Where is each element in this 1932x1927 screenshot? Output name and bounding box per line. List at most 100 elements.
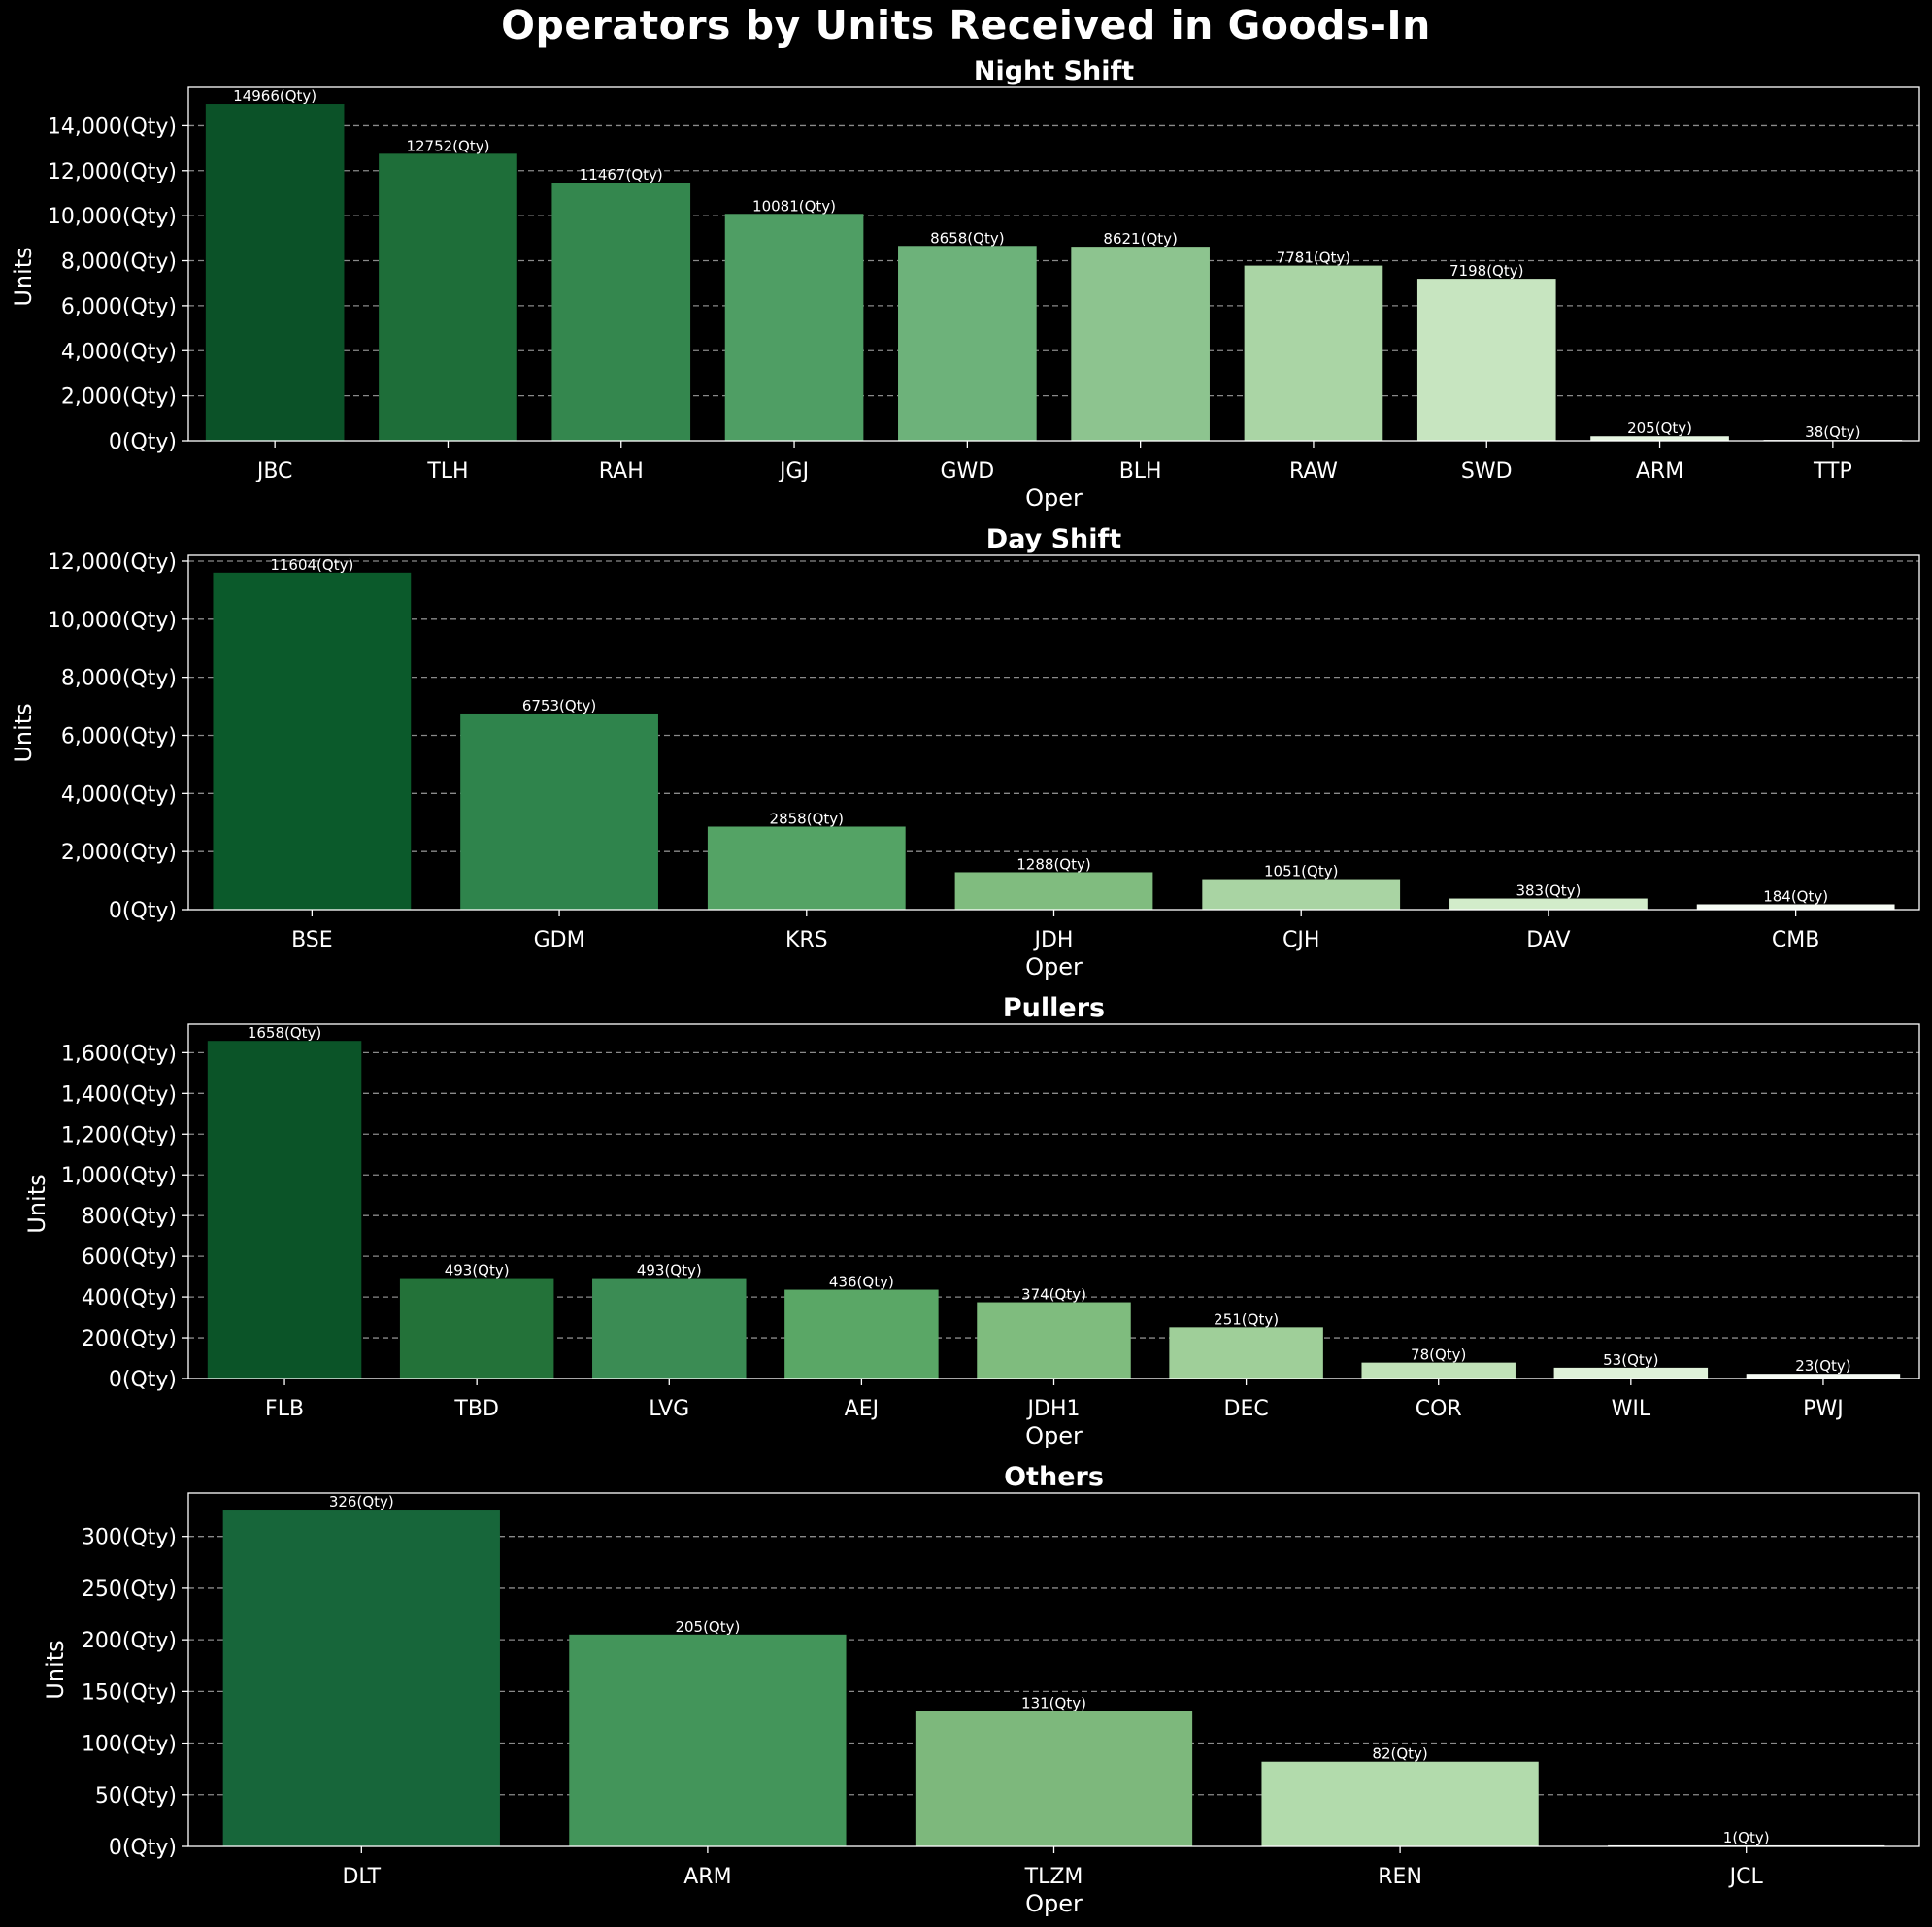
- y-tick-label: 300(Qty): [82, 1526, 177, 1550]
- y-tick-label: 14,000(Qty): [48, 115, 177, 139]
- y-tick-label: 1,000(Qty): [61, 1164, 177, 1188]
- bar-dlt: [222, 1510, 500, 1846]
- bar-blh: [1071, 247, 1210, 441]
- x-tick-label: JDH: [1033, 928, 1074, 952]
- data-label: 383(Qty): [1516, 882, 1581, 900]
- x-tick-label: BLH: [1119, 459, 1162, 483]
- y-tick-label: 4,000(Qty): [61, 340, 177, 364]
- y-tick-label: 4,000(Qty): [61, 782, 177, 807]
- y-tick-label: 6,000(Qty): [61, 295, 177, 319]
- y-tick-label: 0(Qty): [109, 1368, 177, 1392]
- bar-dav: [1449, 898, 1648, 910]
- y-tick-label: 8,000(Qty): [61, 667, 177, 691]
- y-tick-label: 150(Qty): [82, 1680, 177, 1705]
- data-label: 1051(Qty): [1264, 863, 1338, 880]
- bar-aej: [784, 1289, 939, 1379]
- y-tick-label: 50(Qty): [95, 1784, 177, 1809]
- data-label: 8621(Qty): [1103, 230, 1177, 248]
- x-tick-label: AEJ: [845, 1397, 879, 1421]
- data-label: 11604(Qty): [270, 556, 353, 574]
- y-tick-label: 0(Qty): [109, 899, 177, 923]
- data-label: 38(Qty): [1805, 423, 1860, 441]
- y-tick-label: 0(Qty): [109, 430, 177, 454]
- y-tick-label: 1,600(Qty): [61, 1042, 177, 1066]
- x-tick-label: RAW: [1289, 459, 1338, 483]
- data-label: 14966(Qty): [233, 87, 316, 105]
- bar-cjh: [1202, 879, 1401, 910]
- y-tick-label: 100(Qty): [82, 1733, 177, 1757]
- x-tick-label: BSE: [291, 928, 333, 952]
- data-label: 8658(Qty): [930, 229, 1004, 247]
- subplot-title: Others: [1004, 1462, 1104, 1492]
- subplot-day-shift: Day Shift 0(Qty) 2,000(Qty) 4,000(Qty) 6,000…: [10, 524, 1920, 980]
- x-tick-label: TLZM: [1024, 1865, 1083, 1889]
- y-tick-label: 1,200(Qty): [61, 1123, 177, 1147]
- x-tick-label: ARM: [1636, 459, 1683, 483]
- x-tick-label: CJH: [1282, 928, 1319, 952]
- y-tick-label: 600(Qty): [82, 1246, 177, 1270]
- x-tick-label: JGJ: [778, 459, 809, 483]
- x-tick-label: GDM: [534, 928, 585, 952]
- bar-jbc: [205, 104, 345, 441]
- x-tick-label: CMB: [1772, 928, 1819, 952]
- data-label: 10081(Qty): [752, 197, 836, 215]
- y-tick-label: 2,000(Qty): [61, 841, 177, 865]
- bar-krs: [707, 826, 906, 910]
- bar-rah: [551, 183, 691, 442]
- y-tick-label: 0(Qty): [109, 1836, 177, 1860]
- bar-flb: [207, 1041, 362, 1379]
- bar-cor: [1361, 1362, 1516, 1379]
- bar-swd: [1416, 279, 1556, 441]
- x-axis-label: Oper: [1025, 1422, 1083, 1449]
- data-label: 374(Qty): [1021, 1286, 1086, 1304]
- x-tick-label: TTP: [1813, 459, 1852, 483]
- y-tick-label: 2,000(Qty): [61, 385, 177, 410]
- y-tick-label: 200(Qty): [82, 1327, 177, 1351]
- y-axis-label: Units: [23, 1174, 50, 1233]
- x-tick-label: REN: [1378, 1865, 1422, 1889]
- bar-jdh1: [977, 1302, 1131, 1379]
- x-tick-label: COR: [1416, 1397, 1462, 1421]
- y-tick-label: 8,000(Qty): [61, 250, 177, 275]
- x-tick-label: GWD: [940, 459, 994, 483]
- plot-frame: [187, 1492, 1920, 1847]
- x-tick-label: JBC: [255, 459, 293, 483]
- bar-arm: [1590, 436, 1729, 441]
- y-tick-label: 12,000(Qty): [48, 550, 177, 575]
- subplot-title: Night Shift: [974, 56, 1134, 86]
- x-tick-label: KRS: [785, 928, 828, 952]
- data-label: 7781(Qty): [1277, 249, 1350, 267]
- plot-frame: [187, 554, 1920, 911]
- subplot-title: Day Shift: [986, 524, 1121, 554]
- x-axis-label: Oper: [1025, 953, 1083, 980]
- bar-gdm: [460, 713, 658, 910]
- x-tick-label: JCL: [1728, 1865, 1764, 1889]
- x-axis-label: Oper: [1025, 1890, 1083, 1917]
- subplot-night-shift: Night Shift 0(Qty) 2,000(Qty) 4,000(Qty) 6,0…: [10, 56, 1920, 512]
- data-label: 7198(Qty): [1449, 262, 1523, 280]
- x-tick-label: SWD: [1461, 459, 1513, 483]
- data-label: 184(Qty): [1763, 887, 1828, 905]
- bar-jdh: [954, 872, 1153, 910]
- y-tick-label: 250(Qty): [82, 1578, 177, 1602]
- bar-tbd: [399, 1278, 554, 1379]
- bar-raw: [1244, 265, 1383, 441]
- x-axis-label: Oper: [1025, 484, 1083, 512]
- bar-jgj: [724, 214, 864, 441]
- data-label: 1288(Qty): [1016, 855, 1090, 873]
- data-label: 493(Qty): [637, 1262, 702, 1279]
- bar-cmb: [1696, 904, 1895, 910]
- y-axis-label: Units: [10, 703, 37, 762]
- bar-arm: [569, 1634, 847, 1846]
- x-tick-label: FLB: [265, 1397, 304, 1421]
- data-label: 78(Qty): [1411, 1346, 1466, 1364]
- bar-dec: [1169, 1327, 1323, 1379]
- subplot-title: Pullers: [1003, 993, 1105, 1023]
- data-label: 1(Qty): [1723, 1829, 1770, 1846]
- y-tick-label: 10,000(Qty): [48, 205, 177, 229]
- x-tick-label: LVG: [649, 1397, 689, 1421]
- data-label: 23(Qty): [1795, 1357, 1850, 1375]
- y-tick-label: 1,400(Qty): [61, 1082, 177, 1107]
- y-tick-label: 400(Qty): [82, 1286, 177, 1311]
